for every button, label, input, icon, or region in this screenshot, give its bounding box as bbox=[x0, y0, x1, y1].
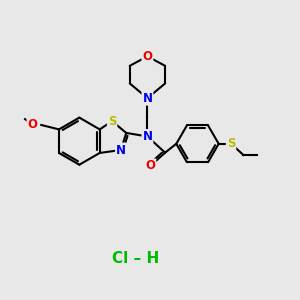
Text: N: N bbox=[142, 130, 152, 143]
Text: Cl – H: Cl – H bbox=[112, 251, 159, 266]
Text: O: O bbox=[146, 159, 155, 172]
Text: O: O bbox=[142, 50, 152, 63]
Text: S: S bbox=[108, 115, 116, 128]
Text: S: S bbox=[227, 137, 235, 150]
Text: N: N bbox=[116, 143, 126, 157]
Text: O: O bbox=[27, 118, 38, 131]
Text: N: N bbox=[142, 92, 152, 105]
